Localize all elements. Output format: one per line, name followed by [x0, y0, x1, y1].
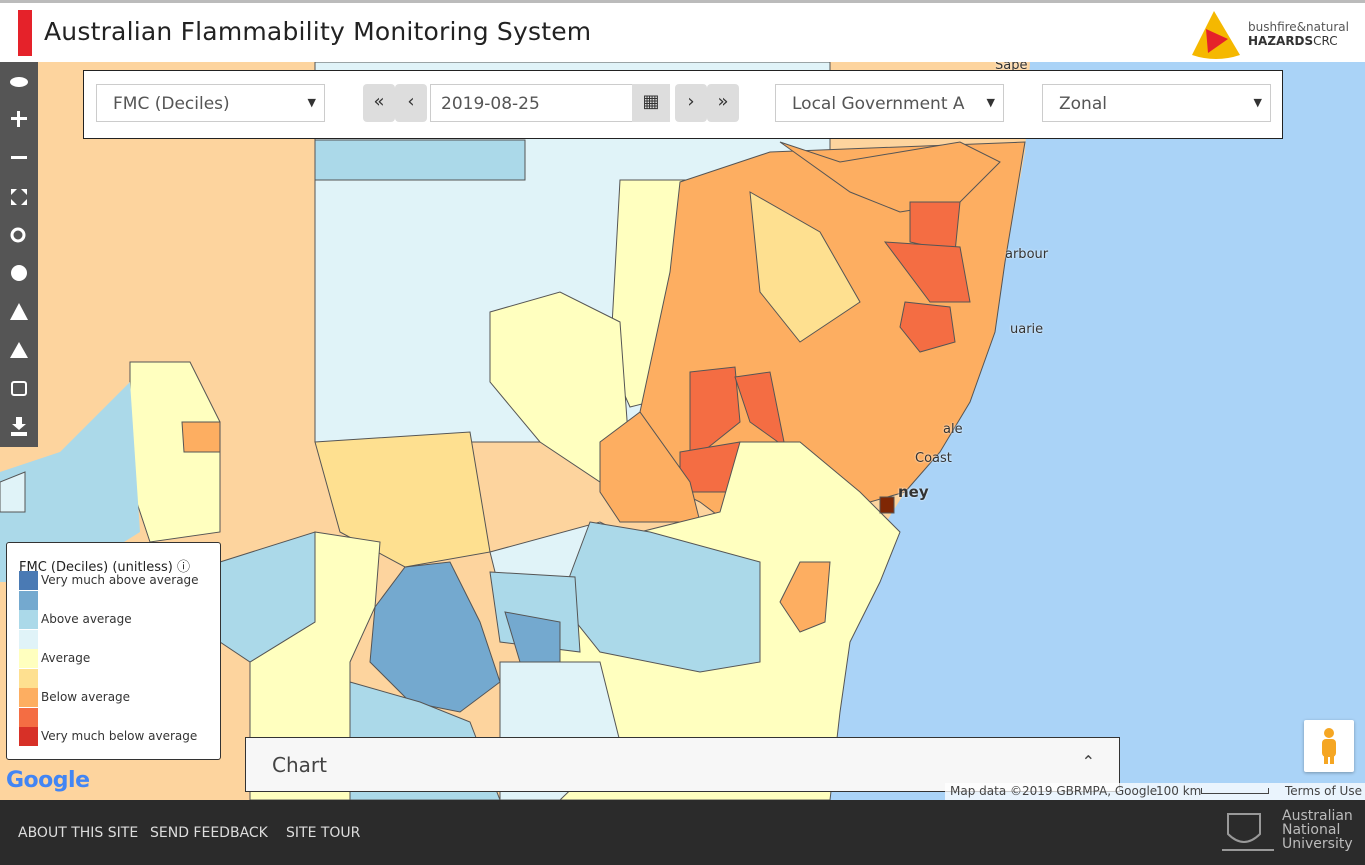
- scale-bar: [1201, 788, 1269, 794]
- select-arrow: ▼: [307, 96, 316, 109]
- terms-link[interactable]: Terms of Use: [1285, 784, 1362, 798]
- legend-swatch: [19, 688, 38, 707]
- attribution-text: Map data ©2019 GBRMPA, Google: [950, 784, 1158, 798]
- map-canvas: [0, 62, 1030, 800]
- date-input[interactable]: 2019-08-25: [430, 84, 668, 122]
- next-date-button[interactable]: ›: [675, 84, 707, 122]
- google-logo: Google: [6, 768, 90, 793]
- legend-label: Below average: [41, 690, 131, 704]
- fullscreen-icon[interactable]: [11, 189, 27, 205]
- select-value: FMC (Deciles): [113, 94, 230, 114]
- legend-swatch: [19, 668, 38, 688]
- legend-label: Very much above average: [41, 573, 199, 587]
- legend-label: Average: [41, 651, 91, 665]
- legend-title-text: FMC (Deciles) (unitless): [19, 560, 173, 575]
- logo-text: HAZARDS: [1248, 34, 1314, 48]
- legend-label: Very much below average: [41, 729, 198, 743]
- legend-swatch: [19, 571, 38, 590]
- map-label: arbour: [1005, 247, 1049, 262]
- select-value: Local Government A: [792, 94, 965, 114]
- zoom-in-icon[interactable]: [17, 111, 20, 127]
- university-line: Australian: [1282, 808, 1353, 824]
- logo-icon: [1192, 11, 1240, 59]
- map-label: Coast: [915, 451, 952, 466]
- legend-swatch: [19, 629, 38, 649]
- logo-text: bushfire&natural: [1248, 20, 1349, 34]
- footer-link[interactable]: ABOUT THIS SITE: [18, 825, 139, 841]
- region-select[interactable]: Local Government A ▼: [775, 84, 1004, 122]
- map-label: ale: [943, 422, 963, 437]
- expand-icon: ⌃: [1081, 752, 1095, 771]
- map-label: uarie: [1010, 322, 1044, 337]
- mode-select[interactable]: Zonal ▼: [1042, 84, 1271, 122]
- site-title: Australian Flammability Monitoring Syste…: [44, 17, 592, 46]
- map[interactable]: Sape arbour uarie ale Coast ney: [0, 62, 1365, 800]
- logo-text: CRC: [1313, 34, 1338, 48]
- first-date-button[interactable]: «: [363, 84, 395, 122]
- legend-swatch: [19, 649, 38, 668]
- chart-panel[interactable]: Chart ⌃: [245, 737, 1120, 792]
- fire-icon[interactable]: [10, 303, 28, 320]
- legend-label: Above average: [41, 612, 132, 626]
- map-attribution: Map data ©2019 GBRMPA, Google 100 km Ter…: [945, 783, 1365, 800]
- select-arrow: ▼: [986, 96, 995, 109]
- footer-link[interactable]: SITE TOUR: [286, 825, 361, 841]
- legend-swatch: [19, 610, 38, 629]
- university-name: Australian National University: [1282, 809, 1353, 851]
- toggle-icon[interactable]: [10, 77, 28, 87]
- prev-date-button[interactable]: ‹: [395, 84, 427, 122]
- legend: FMC (Deciles) (unitless) ⓘ Very much abo…: [6, 542, 221, 760]
- search-icon[interactable]: [10, 227, 26, 243]
- last-date-button[interactable]: »: [707, 84, 739, 122]
- toolbar-icons: [10, 77, 28, 436]
- legend-swatch: [19, 590, 38, 610]
- toolbar: [0, 62, 38, 447]
- legend-title: FMC (Deciles) (unitless) ⓘ: [19, 560, 190, 575]
- control-bar: FMC (Deciles) ▼ « ‹ 2019-08-25 ▦ › » Loca…: [83, 70, 1283, 139]
- warning-icon[interactable]: [10, 342, 28, 358]
- point-icon[interactable]: [11, 265, 27, 281]
- university-line: National: [1282, 822, 1341, 838]
- legend-swatch: [19, 707, 38, 727]
- layer-select[interactable]: FMC (Deciles) ▼: [96, 84, 325, 122]
- brand-bar: [18, 10, 32, 56]
- download-icon[interactable]: [11, 417, 27, 436]
- footer-link[interactable]: SEND FEEDBACK: [150, 825, 268, 841]
- header: Australian Flammability Monitoring Syste…: [0, 0, 1365, 62]
- select-arrow: ▼: [1253, 96, 1262, 109]
- select-value: Zonal: [1059, 94, 1107, 114]
- logo[interactable]: bushfire&natural HAZARDSCRC: [1188, 9, 1358, 61]
- calendar-button[interactable]: ▦: [632, 84, 670, 122]
- map-label: ney: [898, 483, 929, 501]
- map-label: Sape: [995, 62, 1028, 73]
- legend-swatch: [19, 727, 38, 746]
- street-view[interactable]: [1304, 720, 1354, 772]
- chart-panel-title: Chart: [272, 753, 327, 777]
- anu-crest: [1222, 813, 1274, 851]
- scale-text: 100 km: [1156, 784, 1202, 798]
- zoom-out-icon[interactable]: [11, 156, 27, 159]
- pegman: [1322, 728, 1336, 764]
- university-line: University: [1282, 836, 1353, 852]
- footer: ABOUT THIS SITE SEND FEEDBACK SITE TOUR …: [0, 800, 1365, 865]
- logo-text: HAZARDSCRC: [1248, 34, 1338, 48]
- date-value: 2019-08-25: [441, 94, 540, 114]
- box-icon[interactable]: [11, 381, 27, 396]
